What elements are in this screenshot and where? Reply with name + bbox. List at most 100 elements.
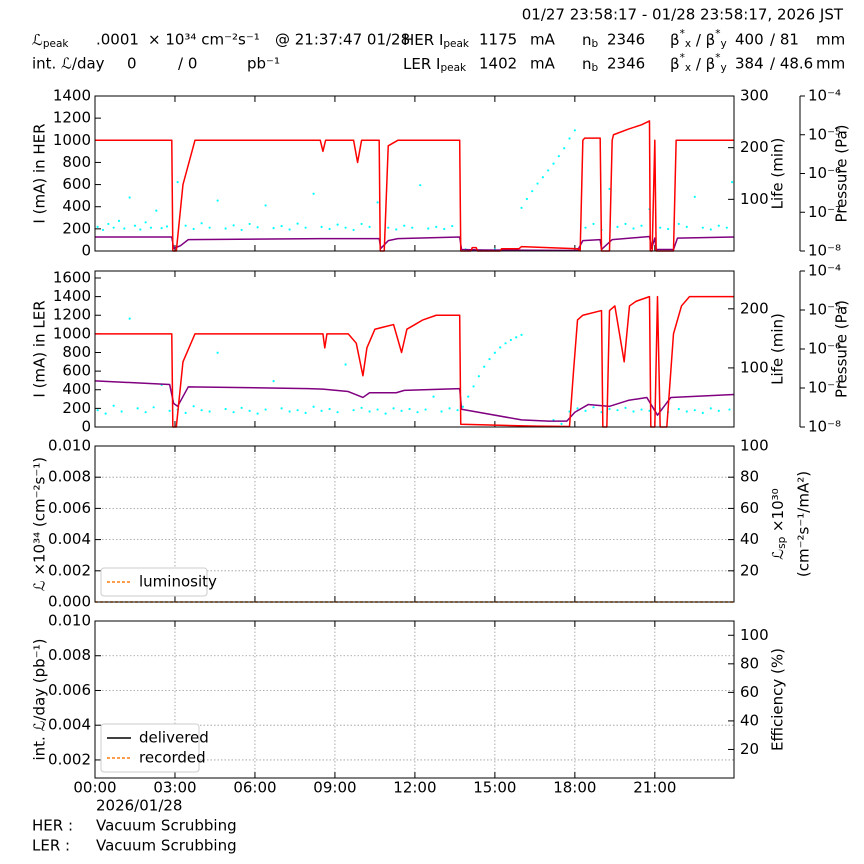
pressure-point xyxy=(352,228,355,232)
header-item-part: x xyxy=(685,62,691,74)
y3-tick-label: 10⁻⁶ xyxy=(808,340,841,358)
pressure-point xyxy=(427,227,430,230)
pressure-point xyxy=(451,224,454,228)
pressure-point xyxy=(144,411,147,414)
y2-tick-label: 100 xyxy=(740,437,769,455)
pressure-point xyxy=(312,192,315,195)
y2-tick-label: 40 xyxy=(740,530,759,548)
y2-axis-label: Life (min) xyxy=(769,138,787,210)
y-axis-label: ℒ ×10³⁴ (cm⁻²s⁻¹) xyxy=(31,457,49,591)
y3-tick-label: 10⁻⁴ xyxy=(808,87,841,105)
pressure-point xyxy=(176,180,179,184)
pressure-point xyxy=(616,225,619,228)
pressure-point xyxy=(96,225,99,228)
pressure-point xyxy=(563,147,566,150)
pressure-point xyxy=(395,228,398,231)
pressure-point xyxy=(200,222,203,225)
pressure-point xyxy=(216,199,219,202)
pressure-point xyxy=(667,227,670,231)
y3-axis-label: Pressure (Pa) xyxy=(833,124,851,222)
pressure-point xyxy=(573,129,576,132)
y-tick-label: 0 xyxy=(81,418,91,436)
y-tick-label: 0.006 xyxy=(48,681,91,699)
pressure-point xyxy=(440,410,443,413)
y-tick-label: 0.008 xyxy=(48,646,91,664)
pressure-point xyxy=(467,395,470,398)
y3-tick-label: 10⁻⁶ xyxy=(808,164,841,182)
pressure-point xyxy=(624,222,627,226)
header-item-part: y xyxy=(720,62,726,74)
pressure-point xyxy=(344,226,347,229)
y-tick-label: 1600 xyxy=(53,268,91,286)
pressure-point xyxy=(693,195,696,198)
pressure-point xyxy=(725,226,728,229)
pressure-point xyxy=(136,407,139,410)
header-item: mA xyxy=(530,31,556,49)
pressure-point xyxy=(547,169,550,172)
pressure-point xyxy=(192,227,195,231)
y2-tick-label: 40 xyxy=(740,711,759,729)
header-item-part: β xyxy=(670,31,680,49)
header-item: LER Ipeak xyxy=(403,55,467,75)
header-item-part: x xyxy=(685,38,691,50)
pressure-point xyxy=(400,409,403,412)
pressure-point xyxy=(152,406,155,409)
pressure-point xyxy=(693,409,696,412)
y-tick-label: 800 xyxy=(62,153,91,171)
pressure-point xyxy=(387,226,390,229)
y2-axis-label: (cm⁻²s⁻¹/mA²) xyxy=(795,471,813,577)
y3-tick-label: 10⁻⁵ xyxy=(808,125,841,143)
header-item: 400 xyxy=(735,31,764,49)
pressure-point xyxy=(701,411,704,414)
header-item: 0 xyxy=(127,55,137,73)
pressure-point xyxy=(336,223,339,226)
y-tick-label: 0.000 xyxy=(48,593,91,611)
pressure-point xyxy=(416,411,419,414)
header-item-part: / β xyxy=(691,55,715,73)
pressure-point xyxy=(256,412,259,415)
y2-tick-label: 200 xyxy=(740,138,769,156)
y-tick-label: 1000 xyxy=(53,131,91,149)
pressure-point xyxy=(101,228,105,232)
y2-axis-label-part: sp xyxy=(776,536,788,548)
pressure-point xyxy=(709,228,712,231)
pressure-point xyxy=(515,336,518,339)
y-tick-label: 1400 xyxy=(53,287,91,305)
pressure-point xyxy=(240,406,243,409)
pressure-point xyxy=(192,405,195,408)
pressure-point xyxy=(272,380,275,383)
y-tick-label: 0.004 xyxy=(48,716,91,734)
header-item-part: LER I xyxy=(403,55,440,73)
y3-tick-label: 10⁻⁴ xyxy=(808,262,841,280)
y-tick-label: 0.010 xyxy=(48,437,91,455)
y2-tick-label: 80 xyxy=(740,468,759,486)
pressure-point xyxy=(208,226,211,229)
pressure-point xyxy=(184,411,187,414)
pressure-point xyxy=(128,317,131,320)
pressure-point xyxy=(296,409,299,412)
pressure-point xyxy=(112,404,115,407)
pressure-point xyxy=(117,219,121,222)
pressure-point xyxy=(685,410,688,413)
y3-tick-label: 10⁻⁸ xyxy=(808,418,841,436)
pressure-point xyxy=(525,197,528,201)
y2-tick-label: 60 xyxy=(740,683,759,701)
pressure-point xyxy=(149,226,153,229)
pressure-point xyxy=(123,227,126,230)
pressure-point xyxy=(232,224,235,227)
pressure-point xyxy=(304,411,307,414)
y2-tick-label: 60 xyxy=(740,499,759,517)
pressure-point xyxy=(536,182,539,185)
pressure-point xyxy=(216,351,219,354)
pressure-point xyxy=(272,226,275,230)
pressure-point xyxy=(280,224,283,228)
y3-axis-label: Pressure (Pa) xyxy=(833,300,851,398)
header-item-part: * xyxy=(715,52,720,64)
pressure-point xyxy=(264,408,267,411)
pressure-point xyxy=(360,406,363,409)
pressure-point xyxy=(160,226,163,230)
pressure-point xyxy=(304,226,307,229)
pressure-point xyxy=(560,422,563,426)
header-item: 384 xyxy=(735,55,764,73)
pressure-point xyxy=(616,409,619,412)
